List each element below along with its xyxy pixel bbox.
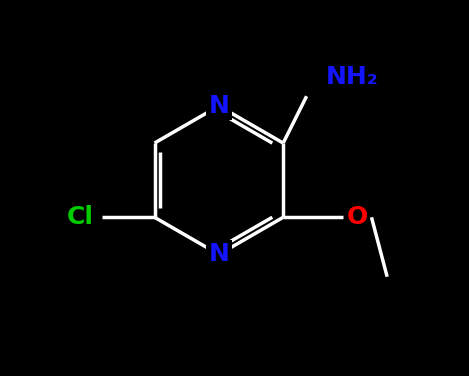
Text: N: N	[208, 243, 229, 267]
Text: Cl: Cl	[67, 205, 94, 229]
Text: NH₂: NH₂	[326, 65, 378, 89]
Text: O: O	[347, 205, 368, 229]
Text: N: N	[208, 94, 229, 118]
